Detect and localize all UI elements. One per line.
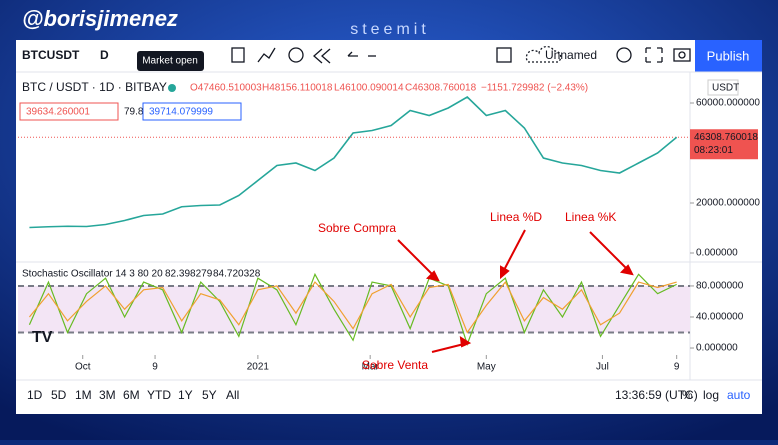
annotation: Sobre Compra — [318, 221, 396, 235]
range-button[interactable]: 5D — [51, 388, 67, 402]
status-dot — [168, 84, 176, 92]
app-window — [16, 40, 762, 414]
annotation: Sobre Venta — [362, 358, 428, 372]
legend-open: O47460.510003 — [190, 83, 262, 94]
y-tick-label: 20000.000000 — [696, 198, 760, 209]
input-value: 39714.079999 — [149, 107, 213, 118]
data-line — [28, 280, 677, 334]
legend-change: −1151.729982 (−2.43%) — [481, 83, 588, 94]
layout-name[interactable]: Unnamed — [545, 48, 597, 62]
range-button[interactable]: All — [226, 388, 239, 402]
indicator-title: Stochastic Oscillator 14 3 80 20 — [22, 269, 163, 280]
currency: USDT — [712, 83, 739, 94]
input-value: 39634.260001 — [26, 107, 90, 118]
publish-label[interactable]: Publish — [707, 48, 750, 63]
y-tick-label: 80.000000 — [696, 281, 744, 292]
k-value: 82.398279 — [165, 269, 213, 280]
toolbar-icons[interactable] — [231, 45, 691, 64]
watermark: @borisjimenez — [22, 6, 178, 31]
x-tick-label: 2021 — [247, 362, 270, 373]
currency-box — [707, 79, 739, 96]
x-tick-label: 9 — [152, 362, 158, 373]
data-line — [29, 96, 678, 229]
auto-toggle[interactable]: auto — [727, 388, 751, 402]
symbol[interactable]: BTCUSDT — [22, 48, 80, 62]
x-tick-label: Jul — [596, 362, 609, 373]
publish-button[interactable] — [695, 40, 762, 72]
annotation-arrows — [397, 229, 634, 353]
x-tick-label: 9 — [674, 362, 680, 373]
tv-logo: TV — [32, 329, 53, 346]
y-tick-label: 60000.000000 — [696, 98, 760, 109]
range-button[interactable]: YTD — [147, 388, 171, 402]
y-tick-label: 0.000000 — [696, 343, 738, 354]
legend-high: H48156.110018 — [262, 83, 333, 94]
input-box[interactable] — [142, 102, 242, 121]
legend-title: BTC / USDT · 1D · BITBAY — [22, 80, 167, 94]
tooltip-text: Market open — [142, 56, 198, 67]
tooltip — [137, 51, 204, 71]
interval[interactable]: D — [100, 48, 109, 62]
clock: 13:36:59 (UTC) — [615, 388, 698, 402]
range-button[interactable]: 6M — [123, 388, 140, 402]
annotation: Linea %K — [565, 210, 616, 224]
x-tick-label: Mar — [362, 362, 380, 373]
x-tick-label: Oct — [75, 362, 91, 373]
range-button[interactable]: 1D — [27, 388, 43, 402]
range-button[interactable]: 1M — [75, 388, 92, 402]
input-box[interactable] — [19, 102, 119, 121]
range-button[interactable]: 5Y — [202, 388, 217, 402]
legend-close: C46308.760018 — [405, 83, 477, 94]
y-tick-label: 40.000000 — [696, 312, 744, 323]
range-button[interactable]: 3M — [99, 388, 116, 402]
x-tick-label: May — [477, 362, 496, 373]
percent-toggle[interactable]: % — [682, 388, 693, 402]
log-toggle[interactable]: log — [703, 388, 719, 402]
legend-low: L46100.090014 — [334, 83, 404, 94]
range-button[interactable]: 1Y — [178, 388, 193, 402]
last-price-box — [690, 129, 758, 160]
countdown: 08:23:01 — [694, 145, 733, 156]
data-line — [28, 272, 677, 346]
y-tick-label: 0.000000 — [696, 248, 738, 259]
band-fill — [18, 285, 690, 333]
d-value: 84.720328 — [213, 269, 261, 280]
last-price: 46308.760018 — [694, 132, 758, 143]
annotation: Linea %D — [490, 210, 542, 224]
banner-logo: steemit — [350, 21, 430, 38]
